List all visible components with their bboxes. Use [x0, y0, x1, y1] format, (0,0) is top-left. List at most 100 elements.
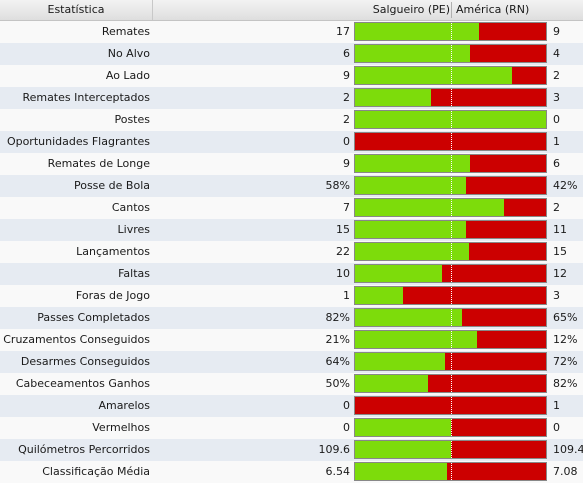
comparison-bar [354, 66, 547, 85]
home-value: 109.6 [318, 443, 351, 456]
midpoint-marker [451, 441, 452, 458]
home-share-fill [355, 89, 431, 106]
midpoint-marker [451, 309, 452, 326]
comparison-bar [354, 242, 547, 261]
home-share-fill [355, 375, 428, 392]
stat-label: Cruzamentos Conseguidos [3, 333, 150, 346]
comparison-bar [354, 308, 547, 327]
home-value: 64% [325, 355, 350, 368]
home-value: 0 [343, 399, 350, 412]
midpoint-marker [451, 111, 452, 128]
home-value: 0 [343, 421, 350, 434]
comparison-bar [354, 176, 547, 195]
midpoint-marker [451, 177, 452, 194]
home-value: 0 [343, 135, 350, 148]
home-share-fill [355, 463, 447, 480]
away-value: 9 [553, 25, 560, 38]
midpoint-marker [451, 243, 452, 260]
column-header-statistic[interactable]: Estatística [0, 0, 153, 20]
midpoint-marker [451, 331, 452, 348]
stat-label: Posse de Bola [73, 179, 150, 192]
midpoint-marker [451, 23, 452, 40]
stat-label: Livres [117, 223, 150, 236]
comparison-bar [354, 330, 547, 349]
home-share-fill [355, 23, 479, 40]
stat-label: Cabeceamentos Ganhos [15, 377, 150, 390]
stat-label: Faltas [118, 267, 150, 280]
home-share-fill [355, 155, 470, 172]
column-header-away-team[interactable]: América (RN) [456, 3, 530, 16]
midpoint-marker [451, 265, 452, 282]
stat-row: Remates Interceptados 2 3 [0, 87, 583, 109]
home-share-fill [355, 111, 546, 128]
away-value: 3 [553, 91, 560, 104]
comparison-bar [354, 264, 547, 283]
midpoint-marker [451, 89, 452, 106]
stat-label: Desarmes Conseguidos [20, 355, 150, 368]
comparison-bar [354, 220, 547, 239]
home-share-fill [355, 243, 469, 260]
column-header-home-team[interactable]: Salgueiro (PE) [372, 3, 450, 16]
stat-row: Livres 15 11 [0, 219, 583, 241]
comparison-bar [354, 462, 547, 481]
stat-label: Remates [101, 25, 150, 38]
midpoint-marker [451, 133, 452, 150]
home-value: 22 [336, 245, 350, 258]
stat-row: Desarmes Conseguidos 64% 72% [0, 351, 583, 373]
away-value: 72% [553, 355, 578, 368]
comparison-bar [354, 88, 547, 107]
stat-row: Amarelos 0 1 [0, 395, 583, 417]
home-value: 6 [343, 47, 350, 60]
away-value: 7.08 [553, 465, 578, 478]
stat-label: Amarelos [98, 399, 150, 412]
home-share-fill [355, 265, 442, 282]
comparison-bar [354, 374, 547, 393]
stat-row: No Alvo 6 4 [0, 43, 583, 65]
comparison-bar [354, 352, 547, 371]
away-value: 0 [553, 113, 560, 126]
stat-label: Quilómetros Percorridos [18, 443, 150, 456]
stat-row: Cabeceamentos Ganhos 50% 82% [0, 373, 583, 395]
comparison-bar [354, 198, 547, 217]
home-value: 58% [325, 179, 350, 192]
stat-label: Passes Completados [37, 311, 150, 324]
stat-row: Foras de Jogo 1 3 [0, 285, 583, 307]
midpoint-marker [451, 397, 452, 414]
home-share-fill [355, 67, 512, 84]
midpoint-marker [451, 199, 452, 216]
home-share-fill [355, 441, 451, 458]
stat-row: Postes 2 0 [0, 109, 583, 131]
stat-row: Lançamentos 22 15 [0, 241, 583, 263]
home-share-fill [355, 287, 403, 304]
away-value: 6 [553, 157, 560, 170]
away-value: 1 [553, 135, 560, 148]
stat-label: Postes [114, 113, 150, 126]
comparison-bar [354, 286, 547, 305]
stat-row: Remates de Longe 9 6 [0, 153, 583, 175]
away-value: 109.4 [553, 443, 583, 456]
stat-label: Oportunidades Flagrantes [6, 135, 150, 148]
midpoint-marker [451, 287, 452, 304]
stat-row: Classificação Média 6.54 7.08 [0, 461, 583, 483]
home-share-fill [355, 353, 445, 370]
comparison-bar [354, 110, 547, 129]
home-share-fill [355, 199, 504, 216]
stat-row: Cruzamentos Conseguidos 21% 12% [0, 329, 583, 351]
away-value: 12 [553, 267, 567, 280]
comparison-bar [354, 154, 547, 173]
home-share-fill [355, 177, 466, 194]
away-value: 82% [553, 377, 578, 390]
stat-row: Quilómetros Percorridos 109.6 109.4 [0, 439, 583, 461]
home-value: 1 [343, 289, 350, 302]
home-value: 50% [325, 377, 350, 390]
stat-row: Ao Lado 9 2 [0, 65, 583, 87]
stat-row: Remates 17 9 [0, 21, 583, 43]
home-value: 2 [343, 91, 350, 104]
home-value: 2 [343, 113, 350, 126]
away-value: 12% [553, 333, 578, 346]
stat-label: Remates Interceptados [22, 91, 150, 104]
home-share-fill [355, 309, 462, 326]
away-value: 11 [553, 223, 567, 236]
away-value: 2 [553, 69, 560, 82]
comparison-bar [354, 396, 547, 415]
